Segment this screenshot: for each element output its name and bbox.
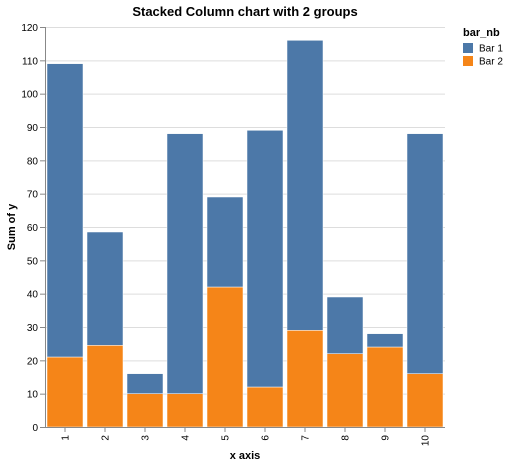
y-tick-label: 100 [21,90,38,101]
x-axis-title: x axis [230,450,261,462]
legend-swatch-bar-2 [463,56,473,66]
y-axis: 0 10 20 30 40 50 60 70 80 90 100 110 120 [21,23,46,434]
bar-bar-1-3 [126,373,164,394]
y-tick-label: 10 [27,390,39,401]
bar-bar-2-9 [366,346,404,428]
x-tick-label: 8 [341,435,352,441]
bar-bar-2-5 [206,286,244,428]
y-tick-label: 0 [32,423,38,434]
y-tick-label: 20 [27,356,39,367]
x-tick-label: 5 [221,435,232,441]
y-tick-label: 80 [27,156,39,167]
x-tick-label: 1 [61,435,72,441]
bar-bar-2-7 [286,330,324,428]
bar-bar-2-2 [86,345,124,428]
y-tick-label: 70 [27,190,39,201]
bars [46,40,444,428]
legend: bar_nb Bar 1 Bar 2 [463,27,503,68]
bar-bar-2-3 [126,393,164,428]
y-tick-label: 30 [27,323,39,334]
bar-bar-1-8 [326,296,364,354]
y-tick-label: 40 [27,290,39,301]
legend-swatch-bar-1 [463,43,473,53]
bar-bar-2-4 [166,393,204,428]
y-tick-label: 60 [27,223,39,234]
y-tick-label: 120 [21,23,38,34]
y-tick-label: 50 [27,256,39,267]
chart-title: Stacked Column chart with 2 groups [132,4,357,19]
x-tick-label: 9 [381,435,392,441]
x-tick-label: 2 [101,435,112,441]
legend-title: bar_nb [463,27,500,39]
legend-label: Bar 1 [479,44,503,55]
bar-bar-2-1 [46,356,84,428]
bar-bar-2-10 [406,373,444,428]
bar-bar-1-4 [166,133,204,394]
x-tick-label: 6 [261,435,272,441]
bar-bar-1-1 [46,63,84,358]
x-axis: 1 2 3 4 5 6 7 8 9 10 [45,427,445,446]
bar-bar-2-8 [326,353,364,428]
x-tick-label: 7 [301,435,312,441]
bar-bar-1-7 [286,40,324,331]
y-axis-title: Sum of y [6,203,18,250]
bar-bar-1-5 [206,196,244,288]
x-tick-label: 10 [421,435,432,447]
bar-bar-2-6 [246,386,284,428]
bar-bar-1-6 [246,130,284,388]
bar-bar-1-2 [86,231,124,346]
y-tick-label: 110 [22,56,38,67]
legend-label: Bar 2 [479,57,503,68]
y-tick-label: 90 [27,123,39,134]
x-tick-label: 4 [181,435,192,441]
x-tick-label: 3 [141,435,152,441]
bar-bar-1-9 [366,333,404,348]
bar-bar-1-10 [406,133,444,374]
